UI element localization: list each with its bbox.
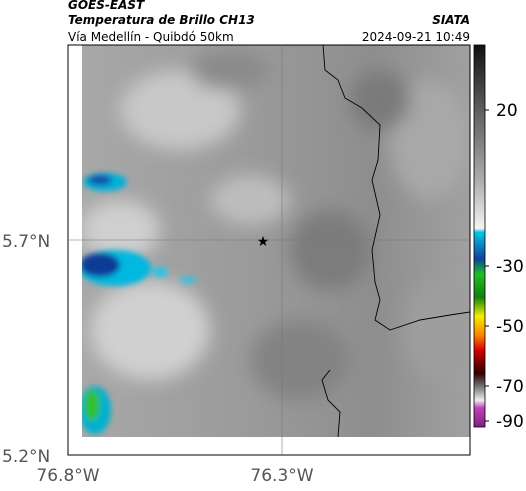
imagery	[82, 45, 470, 437]
colorbar	[473, 44, 486, 428]
source: SIATA	[432, 13, 470, 27]
colorbar-label: -90	[496, 412, 524, 432]
colorbar-ticks	[485, 109, 489, 422]
border	[321, 45, 470, 437]
timestamp: 2024-09-21 10:49	[362, 30, 470, 44]
satellite: GOES-EAST	[68, 0, 145, 12]
lon-tick: 76.8°W	[36, 466, 99, 486]
product: Temperatura de Brillo CH13	[68, 13, 255, 27]
map-frame	[67, 44, 471, 456]
colorbar-label: -50	[496, 317, 524, 337]
colorbar-label: -30	[496, 257, 524, 277]
lon-tick: 76.3°W	[250, 466, 313, 486]
subtitle: Vía Medellín - Quibdó 50km	[68, 30, 234, 44]
lat-tick: 5.2°N	[2, 447, 50, 467]
lat-tick: 5.7°N	[2, 232, 50, 252]
colorbar-label: 20	[496, 101, 518, 121]
colorbar-label: -70	[496, 377, 524, 397]
marker: ★	[257, 234, 270, 250]
